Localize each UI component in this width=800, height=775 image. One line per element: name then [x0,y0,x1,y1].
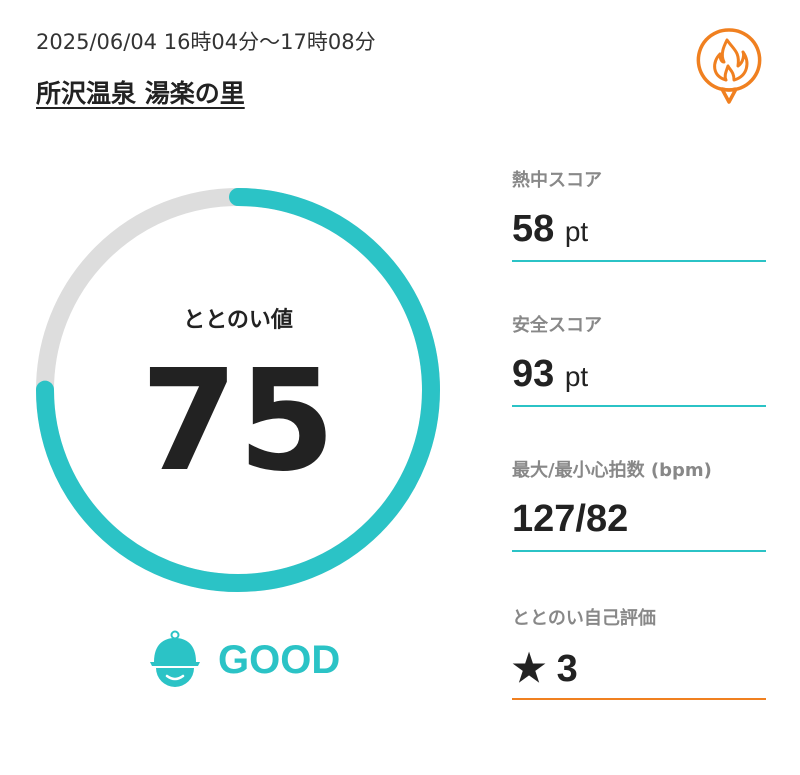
stat-label: 熱中スコア [512,170,602,191]
divider [512,405,766,407]
ring-progress [36,188,440,592]
divider [512,260,766,262]
divider [512,550,766,552]
rating-badge: GOOD [148,628,340,692]
stat-label: 最大/最小心拍数 (bpm) [512,460,712,481]
stat-value: 3 [556,648,578,690]
divider [512,698,766,700]
facility-link[interactable]: 所沢温泉 湯楽の里 [36,79,245,108]
stat-unit: pt [564,216,589,247]
stat-self-rating: ととのい自己評価 ★ 3 [512,604,766,700]
stat-value: 127/82 [512,498,629,540]
totonoi-value: 75 [140,340,336,503]
stat-unit: pt [564,361,589,392]
totonoi-progress-ring [36,188,440,592]
stat-heart-rate: 最大/最小心拍数 (bpm) 127/82 [512,456,766,552]
stat-value: 58 [512,208,555,250]
rating-text: GOOD [218,637,341,682]
stat-label: 安全スコア [512,315,602,336]
stat-heat-score: 熱中スコア 58 pt [512,166,766,262]
stat-label: ととのい自己評価 [512,608,656,629]
star-icon: ★ [512,648,547,690]
session-datetime: 2025/06/04 16時04分〜17時08分 [36,30,376,54]
totonoi-label: ととのい値 [183,308,293,333]
sauna-hat-face-icon [150,630,200,687]
stat-safety-score: 安全スコア 93 pt [512,311,766,407]
fire-speech-bubble-icon[interactable] [694,26,764,106]
stat-value: 93 [512,353,555,395]
